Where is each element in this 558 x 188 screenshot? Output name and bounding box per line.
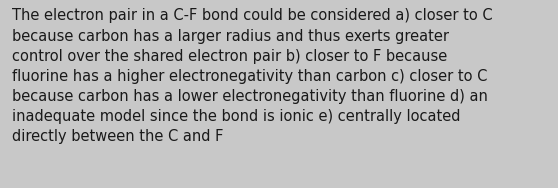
Text: The electron pair in a C-F bond could be considered a) closer to C
because carbo: The electron pair in a C-F bond could be… <box>12 8 493 144</box>
